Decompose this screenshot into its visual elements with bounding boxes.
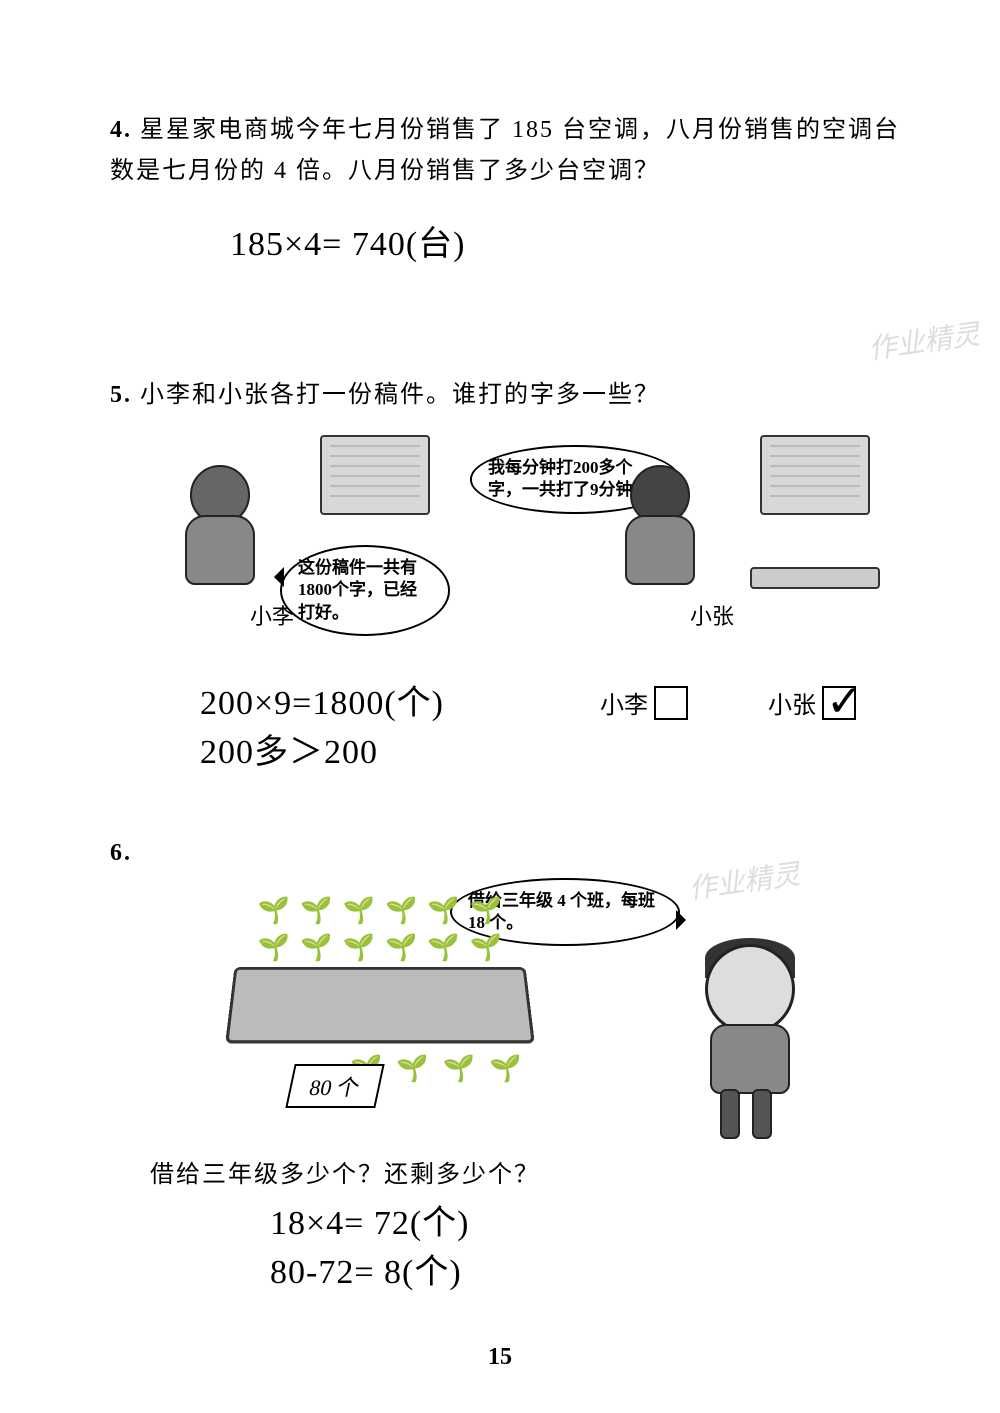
plant-icon: 🌱	[258, 896, 290, 929]
q5-calc-line1: 200×9=1800(个)	[200, 675, 540, 724]
plant-icon: 🌱	[396, 1054, 428, 1084]
li-speech-bubble: 这份稿件一共有1800个字，已经打好。	[280, 545, 450, 635]
question-5-illustration: 小李 这份稿件一共有1800个字，已经打好。 我每分钟打200多个字，一共打了9…	[170, 435, 900, 655]
boy-figure	[680, 944, 820, 1144]
question-5: 5. 小李和小张各打一份稿件。谁打的字多一些？ 小李 这份稿件一共有1800个字…	[110, 375, 920, 774]
planter-sign: 80 个	[285, 1064, 384, 1108]
plant-icon: 🌱	[343, 933, 375, 966]
plant-icon: 🌱	[470, 896, 502, 929]
computer-screen-icon	[760, 435, 870, 515]
choice-li-box	[654, 686, 688, 720]
plant-icon: 🌱	[489, 1054, 521, 1084]
checkmark-icon: ✓	[826, 680, 863, 724]
choice-li: 小李	[600, 685, 688, 720]
question-5-answer-row: 200×9=1800(个) 200多＞200 小李 小张 ✓	[200, 675, 920, 773]
leg-icon	[752, 1089, 772, 1139]
question-4-number: 4.	[110, 117, 132, 143]
keyboard-icon	[750, 567, 880, 589]
plant-icon: 🌱	[443, 1054, 475, 1084]
plant-icon: 🌱	[470, 933, 502, 966]
plant-icon: 🌱	[343, 896, 375, 929]
question-6-number: 6.	[110, 840, 132, 866]
zhang-figure: 小张	[610, 435, 880, 625]
question-6-illustration: 借给三年级 4 个班，每班 18 个。 🌱 🌱 🌱 🌱 🌱 🌱 🌱 🌱 🌱 🌱 …	[170, 884, 900, 1144]
planter-box-icon	[225, 967, 535, 1043]
question-6: 6. 借给三年级 4 个班，每班 18 个。 🌱 🌱 🌱 🌱 🌱 🌱 🌱 🌱 🌱…	[110, 833, 920, 1293]
page-number: 15	[0, 1344, 1000, 1371]
question-6-answer: 借给三年级多少个？还剩多少个？ 18×4= 72(个) 80-72= 8(个)	[110, 1154, 920, 1293]
page: 作业精灵 4. 星星家电商城今年七月份销售了 185 台空调，八月份销售的空调台…	[0, 0, 1000, 1413]
q6-sub-question: 借给三年级多少个？还剩多少个？	[150, 1154, 920, 1189]
watermark: 作业精灵	[866, 312, 982, 367]
question-5-choices: 小李 小张 ✓	[600, 685, 856, 720]
person-body-icon	[625, 515, 695, 585]
question-4-text: 4. 星星家电商城今年七月份销售了 185 台空调，八月份销售的空调台数是七月份…	[110, 110, 920, 192]
question-5-text: 5. 小李和小张各打一份稿件。谁打的字多一些？	[110, 375, 920, 416]
question-4: 4. 星星家电商城今年七月份销售了 185 台空调，八月份销售的空调台数是七月份…	[110, 110, 920, 265]
question-5-body: 小李和小张各打一份稿件。谁打的字多一些？	[140, 382, 660, 408]
computer-screen-icon	[320, 435, 430, 515]
boy-legs-icon	[720, 1089, 780, 1139]
leg-icon	[720, 1089, 740, 1139]
question-6-text: 6.	[110, 833, 920, 874]
plant-icon: 🌱	[427, 896, 459, 929]
zhang-name-label: 小张	[690, 599, 734, 631]
boy-head-icon	[705, 944, 795, 1034]
plant-icon: 🌱	[385, 933, 417, 966]
choice-zhang-box: ✓	[822, 686, 856, 720]
plant-icon: 🌱	[385, 896, 417, 929]
choice-zhang: 小张 ✓	[768, 685, 856, 720]
q5-calc-line2: 200多＞200	[200, 724, 540, 773]
person-body-icon	[185, 515, 255, 585]
question-4-answer: 185×4= 740(台)	[230, 216, 920, 265]
plant-icon: 🌱	[300, 933, 332, 966]
plants-group: 🌱 🌱 🌱 🌱 🌱 🌱 🌱 🌱 🌱 🌱 🌱 🌱	[250, 896, 510, 966]
q6-answer-line1: 18×4= 72(个)	[270, 1195, 920, 1244]
question-5-number: 5.	[110, 382, 132, 408]
boy-body-icon	[710, 1024, 790, 1094]
plant-icon: 🌱	[427, 933, 459, 966]
choice-zhang-label: 小张	[768, 685, 816, 720]
question-5-calc: 200×9=1800(个) 200多＞200	[200, 675, 540, 773]
q6-answer-line2: 80-72= 8(个)	[270, 1244, 920, 1293]
plant-icon: 🌱	[258, 933, 290, 966]
planter-icon: 🌱 🌱 🌱 🌱 🌱 🌱 🌱 🌱 🌱 🌱 🌱 🌱	[230, 924, 530, 1044]
plant-icon: 🌱	[300, 896, 332, 929]
choice-li-label: 小李	[600, 685, 648, 720]
question-4-body: 星星家电商城今年七月份销售了 185 台空调，八月份销售的空调台数是七月份的 4…	[110, 117, 900, 184]
